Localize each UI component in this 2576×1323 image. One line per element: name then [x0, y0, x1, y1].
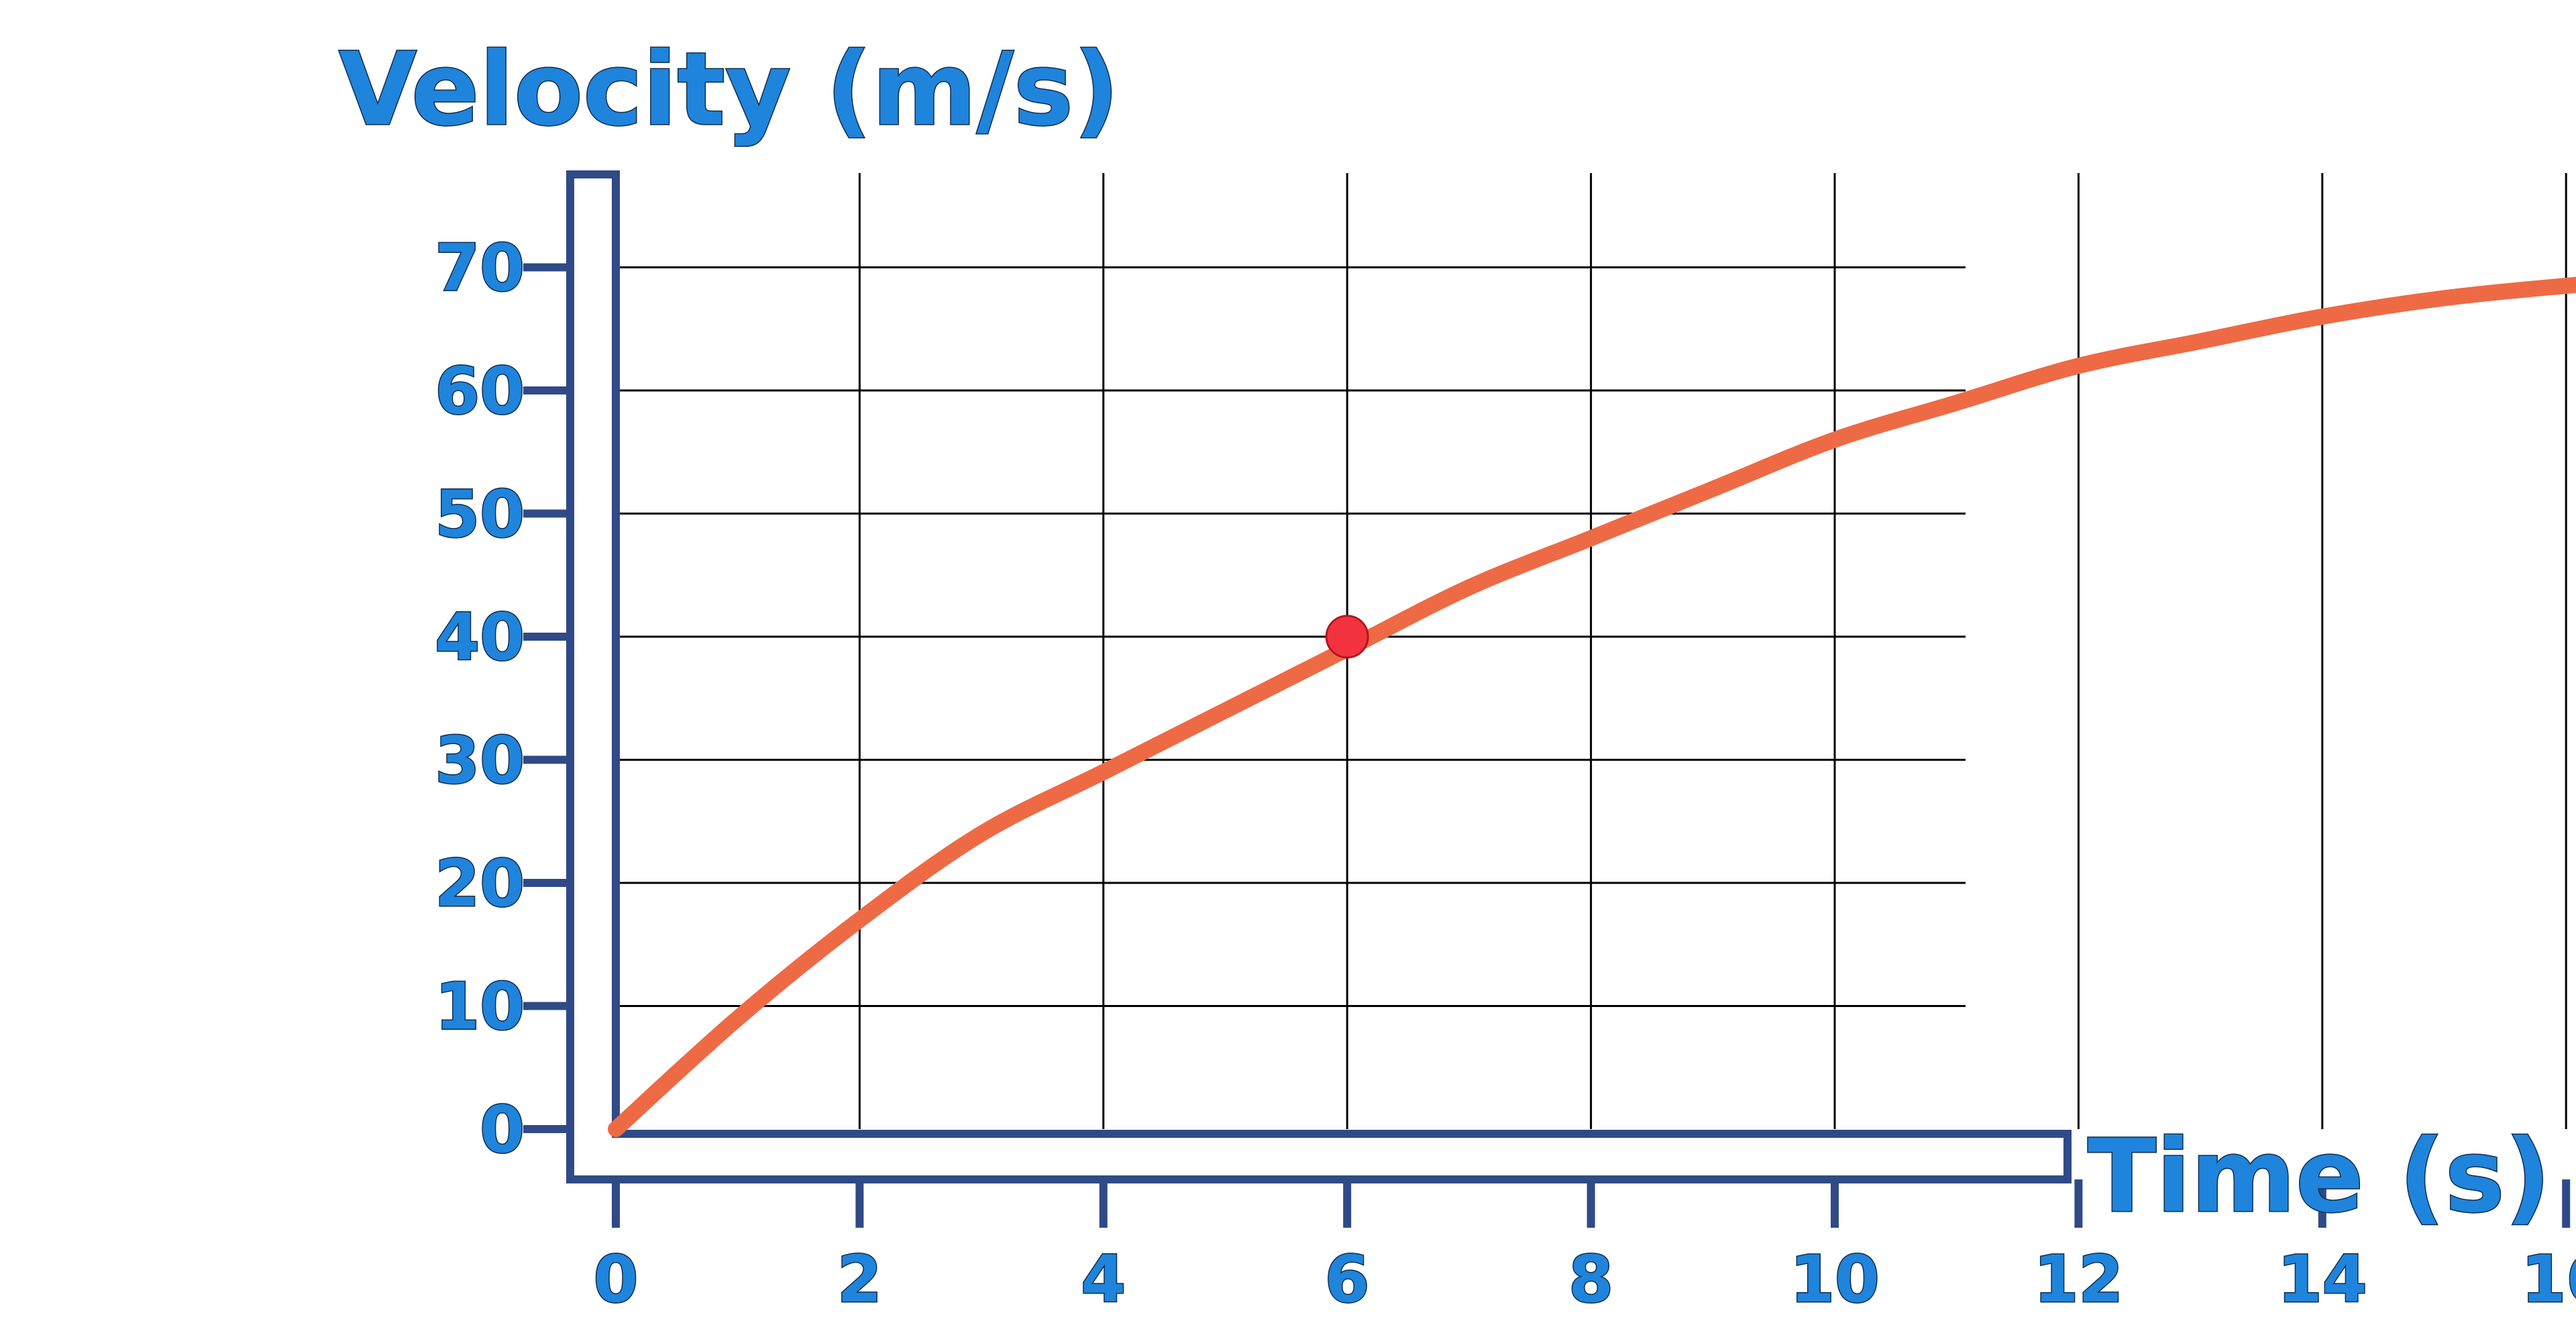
x-axis-label: Time (s)	[2088, 1118, 2551, 1235]
x-tick-label: 6	[1325, 1242, 1370, 1317]
highlight-point-marker	[1325, 615, 1369, 659]
grid-lines	[616, 173, 2567, 1129]
x-tick-label: 2	[837, 1242, 882, 1317]
y-tick-label: 20	[435, 846, 525, 921]
y-tick-label: 60	[435, 354, 525, 429]
x-tick-label: 10	[1790, 1242, 1880, 1317]
tick-marks	[523, 263, 2571, 1228]
velocity-curve	[608, 276, 2576, 1137]
x-tick-label: 14	[2277, 1242, 2367, 1317]
y-tick-label: 40	[435, 600, 525, 675]
y-tick-label: 50	[435, 477, 525, 552]
axes	[566, 170, 2072, 1183]
x-tick-label: 12	[2034, 1242, 2124, 1317]
x-tick-label: 8	[1568, 1242, 1613, 1317]
x-tick-label: 0	[594, 1242, 639, 1317]
tick-labels: 0102030405060700246810121416182022	[434, 229, 2576, 1318]
y-tick-label: 70	[435, 231, 525, 306]
y-tick-label: 30	[435, 723, 525, 798]
y-tick-label: 10	[435, 969, 525, 1045]
axis-frame	[566, 170, 2072, 1183]
x-tick-label: 4	[1081, 1242, 1126, 1317]
y-tick-label: 0	[480, 1092, 525, 1167]
y-axis-label: Velocity (m/s)	[339, 32, 1120, 148]
x-tick-label: 16	[2521, 1242, 2576, 1317]
series-group	[608, 276, 2576, 1137]
